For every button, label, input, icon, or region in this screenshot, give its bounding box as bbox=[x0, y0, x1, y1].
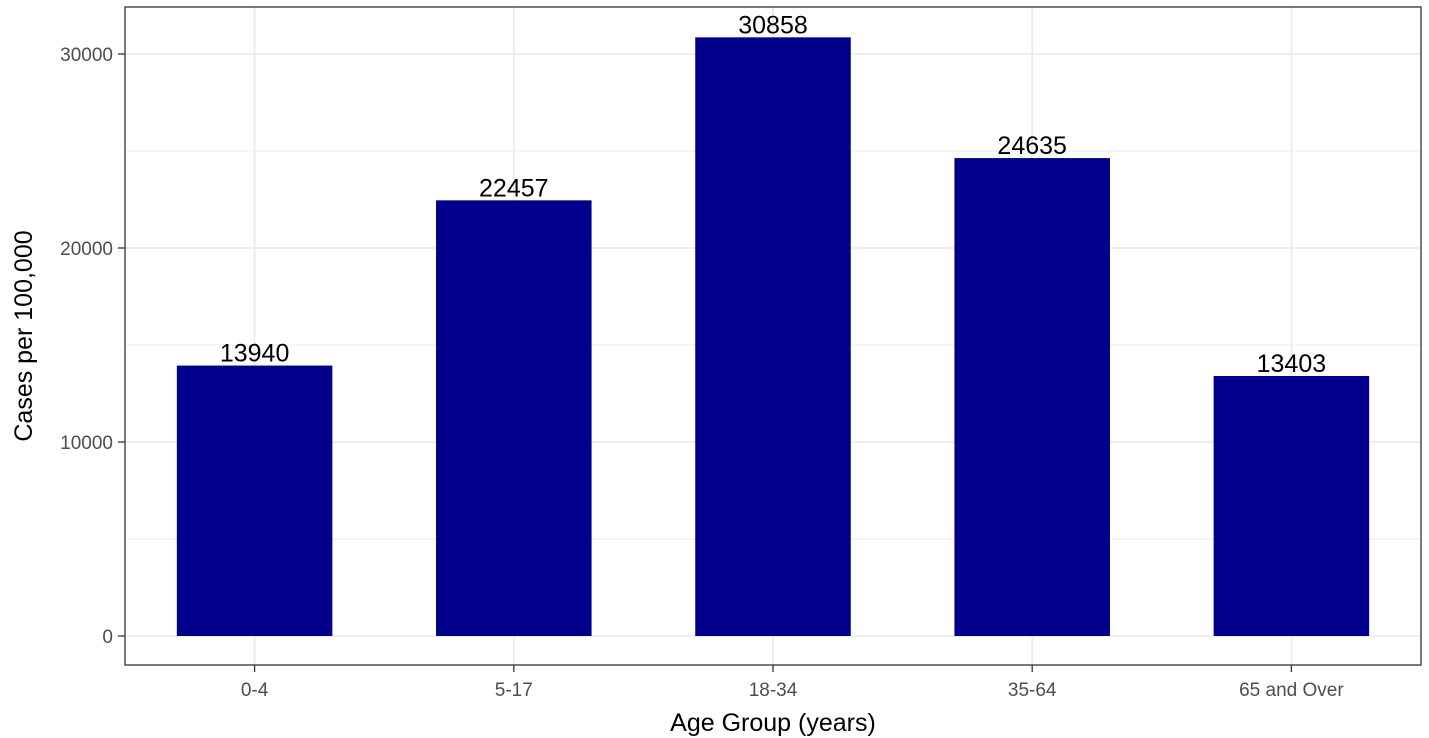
bar-value-label: 30858 bbox=[738, 11, 808, 39]
bar bbox=[436, 200, 592, 636]
x-tick-label: 0-4 bbox=[241, 680, 269, 701]
bar-value-label: 13403 bbox=[1257, 350, 1327, 378]
x-axis-ticks: 0-4 5-17 18-34 35-64 65 and Over bbox=[241, 665, 1344, 701]
y-tick-label: 30000 bbox=[60, 45, 113, 66]
y-tick-label: 20000 bbox=[60, 239, 113, 260]
bar bbox=[954, 158, 1110, 636]
x-axis-title: Age Group (years) bbox=[670, 709, 876, 737]
y-tick-label: 10000 bbox=[60, 433, 113, 454]
y-axis-title: Cases per 100,000 bbox=[10, 230, 38, 441]
x-tick-label: 18-34 bbox=[749, 680, 798, 701]
bar-value-label: 22457 bbox=[479, 174, 549, 202]
bar-value-label: 24635 bbox=[997, 132, 1067, 160]
y-axis-ticks: 0 10000 20000 30000 bbox=[60, 45, 125, 648]
bar bbox=[176, 365, 333, 636]
y-tick-label: 0 bbox=[102, 627, 113, 648]
bars bbox=[176, 37, 1370, 637]
bar bbox=[695, 37, 851, 637]
x-tick-label: 35-64 bbox=[1008, 680, 1057, 701]
bar-value-label: 13940 bbox=[220, 340, 290, 368]
x-tick-label: 5-17 bbox=[495, 680, 533, 701]
data-labels: 13940 22457 30858 24635 13403 bbox=[220, 11, 1326, 378]
bar bbox=[1213, 375, 1370, 636]
x-tick-label: 65 and Over bbox=[1239, 680, 1344, 701]
